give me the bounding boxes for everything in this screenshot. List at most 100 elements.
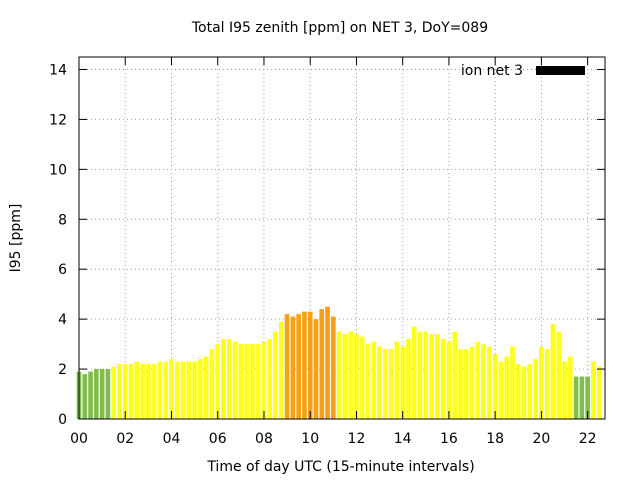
- x-axis-label: Time of day UTC (15-minute intervals): [206, 459, 474, 475]
- bar: [458, 349, 463, 419]
- bar: [498, 361, 504, 419]
- bar: [238, 344, 244, 419]
- bar: [544, 349, 550, 419]
- bar: [180, 361, 186, 419]
- bar: [446, 341, 452, 419]
- bar: [99, 369, 105, 419]
- legend-swatch: [536, 66, 585, 75]
- bar: [492, 354, 498, 419]
- bar: [232, 341, 238, 419]
- bar: [573, 376, 579, 419]
- x-tick-label: 20: [533, 431, 551, 447]
- bar: [533, 359, 538, 419]
- chart-title: Total I95 zenith [ppm] on NET 3, DoY=089: [191, 20, 488, 36]
- bar: [527, 364, 533, 419]
- bar: [128, 364, 134, 419]
- bar: [146, 364, 151, 419]
- bar: [504, 356, 510, 419]
- bar: [510, 346, 515, 419]
- bar: [388, 349, 394, 419]
- x-tick-label: 12: [348, 431, 366, 447]
- bar: [267, 339, 273, 419]
- bar: [463, 349, 469, 419]
- bar: [169, 359, 174, 419]
- x-tick-label: 08: [255, 431, 273, 447]
- gridlines: [79, 57, 605, 419]
- bar: [354, 334, 359, 419]
- bar: [423, 331, 429, 419]
- bar: [192, 361, 197, 419]
- bar: [284, 314, 290, 419]
- bar: [452, 331, 458, 419]
- bar: [209, 349, 215, 419]
- bar: [290, 316, 296, 419]
- y-tick-label: 0: [58, 412, 67, 428]
- bar: [186, 361, 192, 419]
- bar: [515, 364, 521, 419]
- bar: [105, 369, 111, 419]
- x-tick-label: 14: [394, 431, 412, 447]
- bar: [273, 331, 278, 419]
- bar: [377, 346, 382, 419]
- y-axis-label: I95 [ppm]: [8, 204, 24, 273]
- bar: [394, 341, 400, 419]
- legend-label: ion net 3: [461, 63, 523, 79]
- bar: [521, 366, 527, 419]
- bar: [435, 334, 440, 419]
- y-tick-label: 10: [49, 162, 67, 178]
- bar: [365, 344, 371, 419]
- bar: [313, 319, 319, 419]
- bar: [163, 361, 169, 419]
- x-tick-label: 16: [440, 431, 458, 447]
- bar: [250, 344, 255, 419]
- bar: [585, 376, 590, 419]
- y-tick-label: 2: [58, 362, 67, 378]
- bar: [261, 341, 267, 419]
- x-tick-label: 22: [579, 431, 597, 447]
- bar: [255, 344, 261, 419]
- bar: [539, 346, 544, 419]
- bar: [429, 334, 434, 419]
- x-tick-label: 06: [209, 431, 227, 447]
- bar: [556, 331, 562, 419]
- bars: [76, 306, 602, 419]
- y-tick-label: 4: [58, 312, 67, 328]
- y-tick-label: 6: [58, 262, 67, 278]
- bar: [591, 361, 596, 419]
- bar: [319, 309, 325, 419]
- bar: [134, 361, 140, 419]
- bar: [440, 339, 446, 419]
- bar: [226, 339, 232, 419]
- bar: [475, 341, 481, 419]
- bar: [596, 366, 602, 419]
- bar: [562, 361, 567, 419]
- bar: [348, 331, 353, 419]
- bar: [342, 334, 348, 419]
- bar: [215, 344, 221, 419]
- bar: [406, 339, 411, 419]
- bar: [111, 366, 116, 419]
- bar: [151, 364, 157, 419]
- bar: [140, 364, 145, 419]
- bar: [331, 316, 336, 419]
- x-tick-label: 04: [163, 431, 181, 447]
- bar: [203, 356, 209, 419]
- bar: [550, 324, 556, 419]
- plot-border: [78, 56, 606, 420]
- legend: ion net 3: [461, 63, 585, 79]
- bar: [174, 361, 180, 419]
- bar: [371, 341, 377, 419]
- bar: [336, 331, 342, 419]
- bar: [82, 374, 88, 419]
- bar: [481, 344, 486, 419]
- bar: [411, 326, 417, 419]
- x-tick-label: 10: [301, 431, 319, 447]
- bar: [568, 356, 573, 419]
- bar: [359, 336, 365, 419]
- bar: [198, 359, 203, 419]
- y-tick-label: 14: [49, 62, 67, 78]
- y-tick-label: 8: [58, 212, 67, 228]
- bar: [487, 346, 492, 419]
